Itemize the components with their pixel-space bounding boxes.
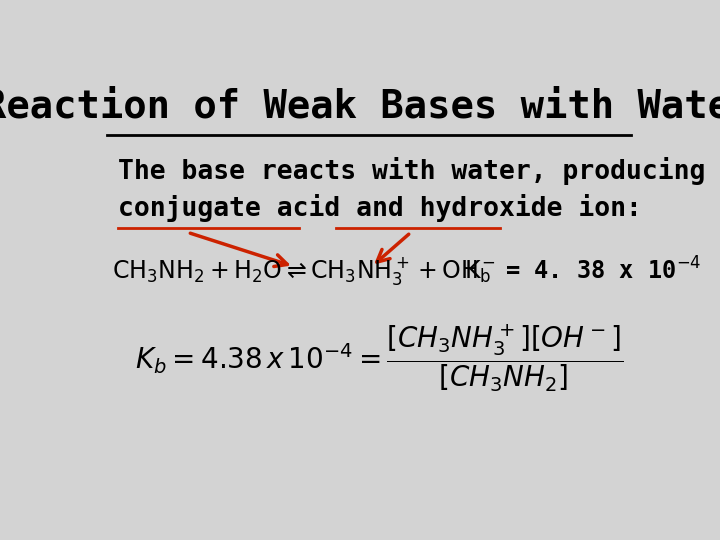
Text: $K_b = 4.38\,x\,10^{-4} = \dfrac{[CH_3NH_3^+][OH^-]}{[CH_3NH_2]}$: $K_b = 4.38\,x\,10^{-4} = \dfrac{[CH_3NH… xyxy=(135,322,623,394)
Text: The base reacts with water, producing its: The base reacts with water, producing it… xyxy=(118,157,720,185)
Text: Reaction of Weak Bases with Water: Reaction of Weak Bases with Water xyxy=(0,87,720,125)
Text: conjugate acid and hydroxide ion:: conjugate acid and hydroxide ion: xyxy=(118,194,642,222)
Text: $\mathsf{CH_3NH_2 + H_2O \rightleftharpoons CH_3NH_3^+ + OH^-}$: $\mathsf{CH_3NH_2 + H_2O \rightleftharpo… xyxy=(112,255,496,287)
Text: $\mathsf{K_b}$ = 4. 38 x 10$^{-4}$: $\mathsf{K_b}$ = 4. 38 x 10$^{-4}$ xyxy=(464,255,701,286)
